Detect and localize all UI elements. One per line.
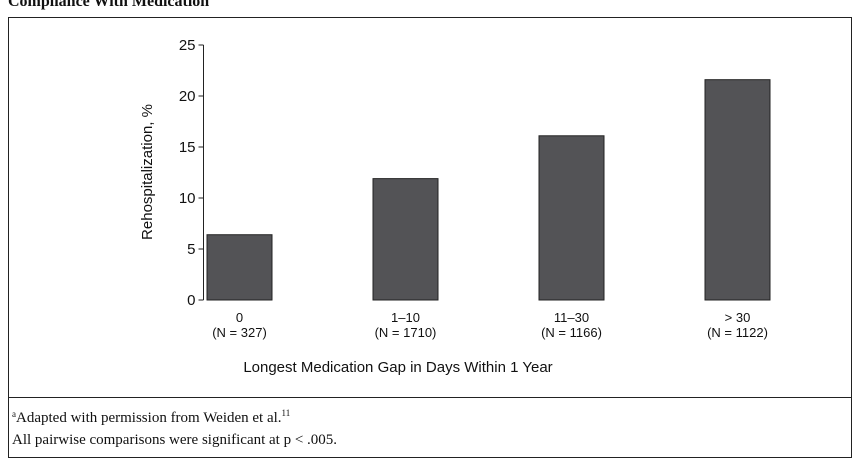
frame — [8, 17, 852, 458]
bar — [704, 79, 771, 301]
y-tick-label: 5 — [187, 241, 195, 258]
bar — [538, 135, 605, 301]
y-tick-label: 20 — [179, 88, 196, 105]
footnote: All pairwise comparisons were significan… — [12, 432, 337, 448]
y-tick-label: 10 — [179, 190, 196, 207]
y-axis-label: Rehospitalization, % — [139, 104, 156, 240]
footnote-marker: a — [12, 409, 16, 419]
x-tick-label: > 30 — [725, 310, 751, 325]
y-tick-label: 15 — [179, 139, 196, 156]
x-tick-label: 1–10 — [391, 310, 420, 325]
x-axis-label: Longest Medication Gap in Days Within 1 … — [243, 359, 552, 376]
x-tick-label: 0 — [236, 310, 243, 325]
y-tick-label: 0 — [187, 292, 195, 309]
x-tick-label: 11–30 — [554, 310, 589, 325]
x-tick-note: (N = 327) — [212, 325, 267, 340]
footnote-ref: 11 — [282, 408, 291, 418]
footnote: aAdapted with permission from Weiden et … — [12, 408, 290, 426]
footnote-text: Adapted with permission from Weiden et a… — [16, 410, 282, 426]
bar — [372, 178, 439, 301]
bar — [206, 234, 273, 301]
y-tick-label: 25 — [179, 37, 196, 54]
chart-title: Compliance With Medication — [8, 0, 209, 10]
x-tick-note: (N = 1166) — [541, 325, 602, 340]
x-tick-note: (N = 1710) — [375, 325, 437, 340]
x-tick-note: (N = 1122) — [707, 325, 768, 340]
